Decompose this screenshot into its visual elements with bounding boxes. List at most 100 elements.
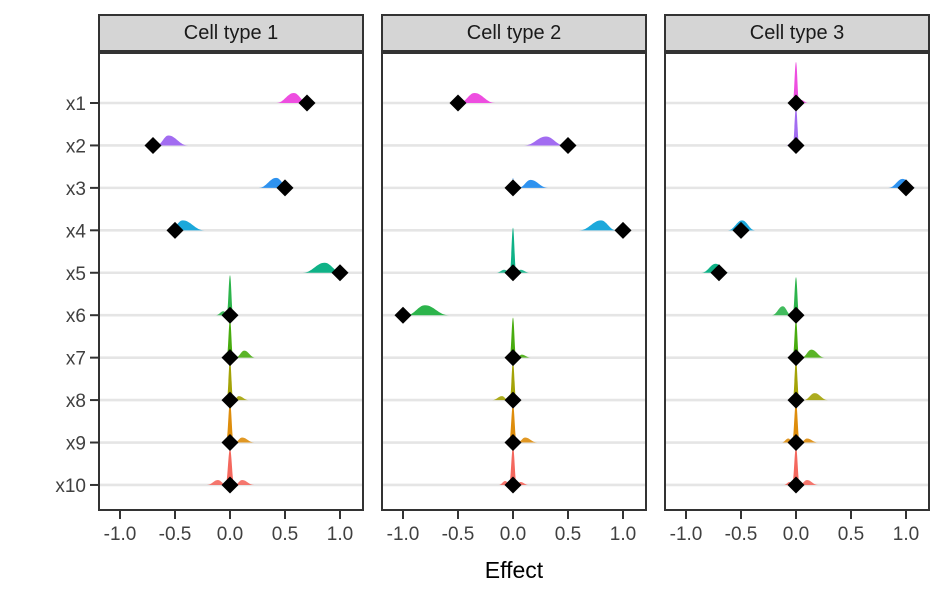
effect-marker-x6	[787, 306, 805, 324]
x-tick-label: -0.5	[442, 524, 475, 545]
effect-marker-x2	[559, 136, 577, 154]
effect-marker-x7	[504, 349, 522, 367]
effect-marker-x8	[504, 391, 522, 409]
density-x8	[492, 396, 509, 401]
effect-marker-x5	[710, 264, 728, 282]
density-x10	[799, 479, 818, 485]
effect-marker-x10	[787, 476, 805, 494]
density-x6	[792, 277, 800, 316]
effect-marker-x7	[787, 349, 805, 367]
facet-panel-3: -1.0 -0.5 0.0 0.5 1.0	[664, 52, 930, 545]
density-x5	[509, 227, 517, 273]
facet-strip-cell-type-2: Cell type 2	[381, 14, 647, 52]
x-tick-label: 0.0	[783, 524, 809, 545]
y-axis-label-x9: x9	[66, 434, 86, 455]
effect-marker-x10	[221, 476, 239, 494]
panel-border	[98, 52, 364, 511]
panel-border	[664, 52, 930, 511]
density-x10	[792, 446, 800, 485]
x-axis-title: Effect	[484, 557, 544, 583]
effect-marker-x1	[449, 94, 467, 112]
density-x10	[234, 479, 255, 485]
x-tick-label: -1.0	[104, 524, 137, 545]
density-x9	[226, 402, 234, 443]
density-x3	[518, 179, 549, 188]
density-x9	[517, 437, 538, 443]
facet-strip-cell-type-3: Cell type 3	[664, 14, 930, 52]
effect-marker-x6	[221, 306, 239, 324]
x-tick-label: 0.5	[555, 524, 581, 545]
density-x1	[276, 93, 309, 103]
density-x6	[406, 305, 450, 316]
density-x7	[792, 319, 800, 358]
density-x2	[524, 136, 565, 146]
facet-panel-1: -1.0 -0.5 0.0 0.5 1.0	[98, 52, 364, 545]
panel-border	[381, 52, 647, 511]
x-tick-label: 0.0	[500, 524, 526, 545]
effect-marker-x3	[504, 179, 522, 197]
density-x10	[225, 448, 235, 485]
effect-marker-x1	[298, 94, 316, 112]
effect-marker-x2	[787, 136, 805, 154]
y-axis-label-x10: x10	[55, 476, 86, 497]
effect-marker-x9	[221, 434, 239, 452]
x-tick-label: 1.0	[893, 524, 919, 545]
y-axis-label-x3: x3	[66, 179, 86, 200]
density-x8	[226, 360, 234, 401]
density-layer	[406, 93, 617, 485]
y-axis-label-x4: x4	[66, 221, 87, 242]
effect-marker-x3	[897, 179, 915, 197]
y-axis-label-x2: x2	[66, 136, 86, 157]
effect-marker-x4	[614, 221, 632, 239]
x-tick-label: 1.0	[610, 524, 636, 545]
y-axis-label-x7: x7	[66, 349, 86, 370]
effect-marker-x4	[166, 221, 184, 239]
x-tick-label: 0.5	[838, 524, 864, 545]
effect-marker-x7	[221, 349, 239, 367]
facet-panel-2: -1.0 -0.5 0.0 0.5 1.0	[381, 52, 647, 545]
density-x8	[792, 360, 800, 401]
effect-marker-x8	[787, 391, 805, 409]
density-x1	[792, 62, 800, 103]
effect-marker-x6	[394, 306, 412, 324]
density-x7	[226, 319, 234, 358]
density-x10	[509, 446, 517, 485]
x-tick-label: -0.5	[725, 524, 758, 545]
density-x7	[235, 350, 256, 358]
x-tick-label: -1.0	[670, 524, 703, 545]
density-x6	[226, 275, 234, 316]
y-axis-label-x6: x6	[66, 306, 86, 327]
density-x5	[302, 262, 343, 273]
density-x7	[509, 317, 517, 358]
density-x8	[803, 393, 828, 401]
density-x8	[509, 362, 517, 401]
density-layer	[156, 93, 343, 485]
density-x1	[459, 93, 496, 103]
x-tick-label: 0.5	[272, 524, 298, 545]
x-tick-label: 1.0	[327, 524, 353, 545]
effect-marker-x8	[221, 391, 239, 409]
density-x9	[509, 404, 517, 443]
x-tick-label: -0.5	[159, 524, 192, 545]
density-x7	[801, 349, 825, 358]
y-axis-label-x8: x8	[66, 391, 86, 412]
density-x2	[792, 107, 800, 146]
density-x9	[234, 437, 255, 443]
effect-marker-x1	[787, 94, 805, 112]
density-x4	[579, 220, 617, 231]
y-axis-label-x1: x1	[66, 94, 86, 115]
effect-marker-x5	[504, 264, 522, 282]
y-axis-label-x5: x5	[66, 264, 86, 285]
density-x2	[156, 135, 189, 146]
facet-strip-cell-type-1: Cell type 1	[98, 14, 364, 52]
effect-marker-x4	[732, 221, 750, 239]
density-x10	[206, 479, 227, 485]
x-tick-label: 0.0	[217, 524, 243, 545]
effect-marker-x3	[276, 179, 294, 197]
effect-marker-x9	[504, 434, 522, 452]
density-x9	[792, 402, 800, 443]
density-x6	[771, 306, 792, 316]
x-tick-label: -1.0	[387, 524, 420, 545]
